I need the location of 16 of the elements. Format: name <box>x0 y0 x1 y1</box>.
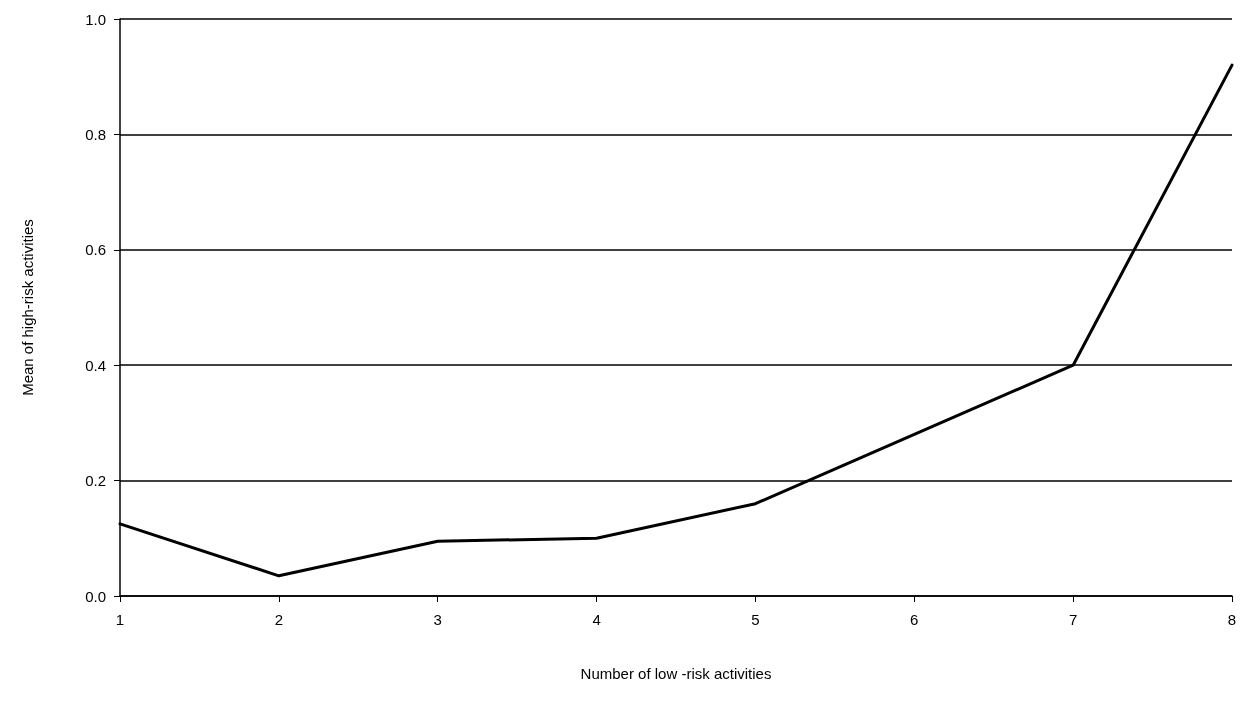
x-tick-label: 1 <box>115 611 125 628</box>
x-tick-label: 3 <box>433 611 442 628</box>
x-tick-label: 8 <box>1227 611 1237 628</box>
x-tick-label: 5 <box>751 611 760 628</box>
y-axis-title: Mean of high-risk activities <box>19 219 36 396</box>
x-tick-label: 7 <box>1068 611 1078 628</box>
y-tick-label: 1.0 <box>85 10 106 28</box>
y-tick-label: 0.6 <box>85 241 106 259</box>
x-tick-label: 2 <box>274 611 284 628</box>
x-tick-label: 4 <box>592 611 601 628</box>
x-tick-label: 6 <box>910 611 919 628</box>
y-tick-label: 0.8 <box>85 125 106 143</box>
y-tick-label: 0.0 <box>85 587 106 605</box>
y-tick-label: 0.2 <box>85 472 106 490</box>
x-axis-title: Number of low -risk activities <box>580 665 772 682</box>
y-tick-label: 0.4 <box>85 356 106 374</box>
